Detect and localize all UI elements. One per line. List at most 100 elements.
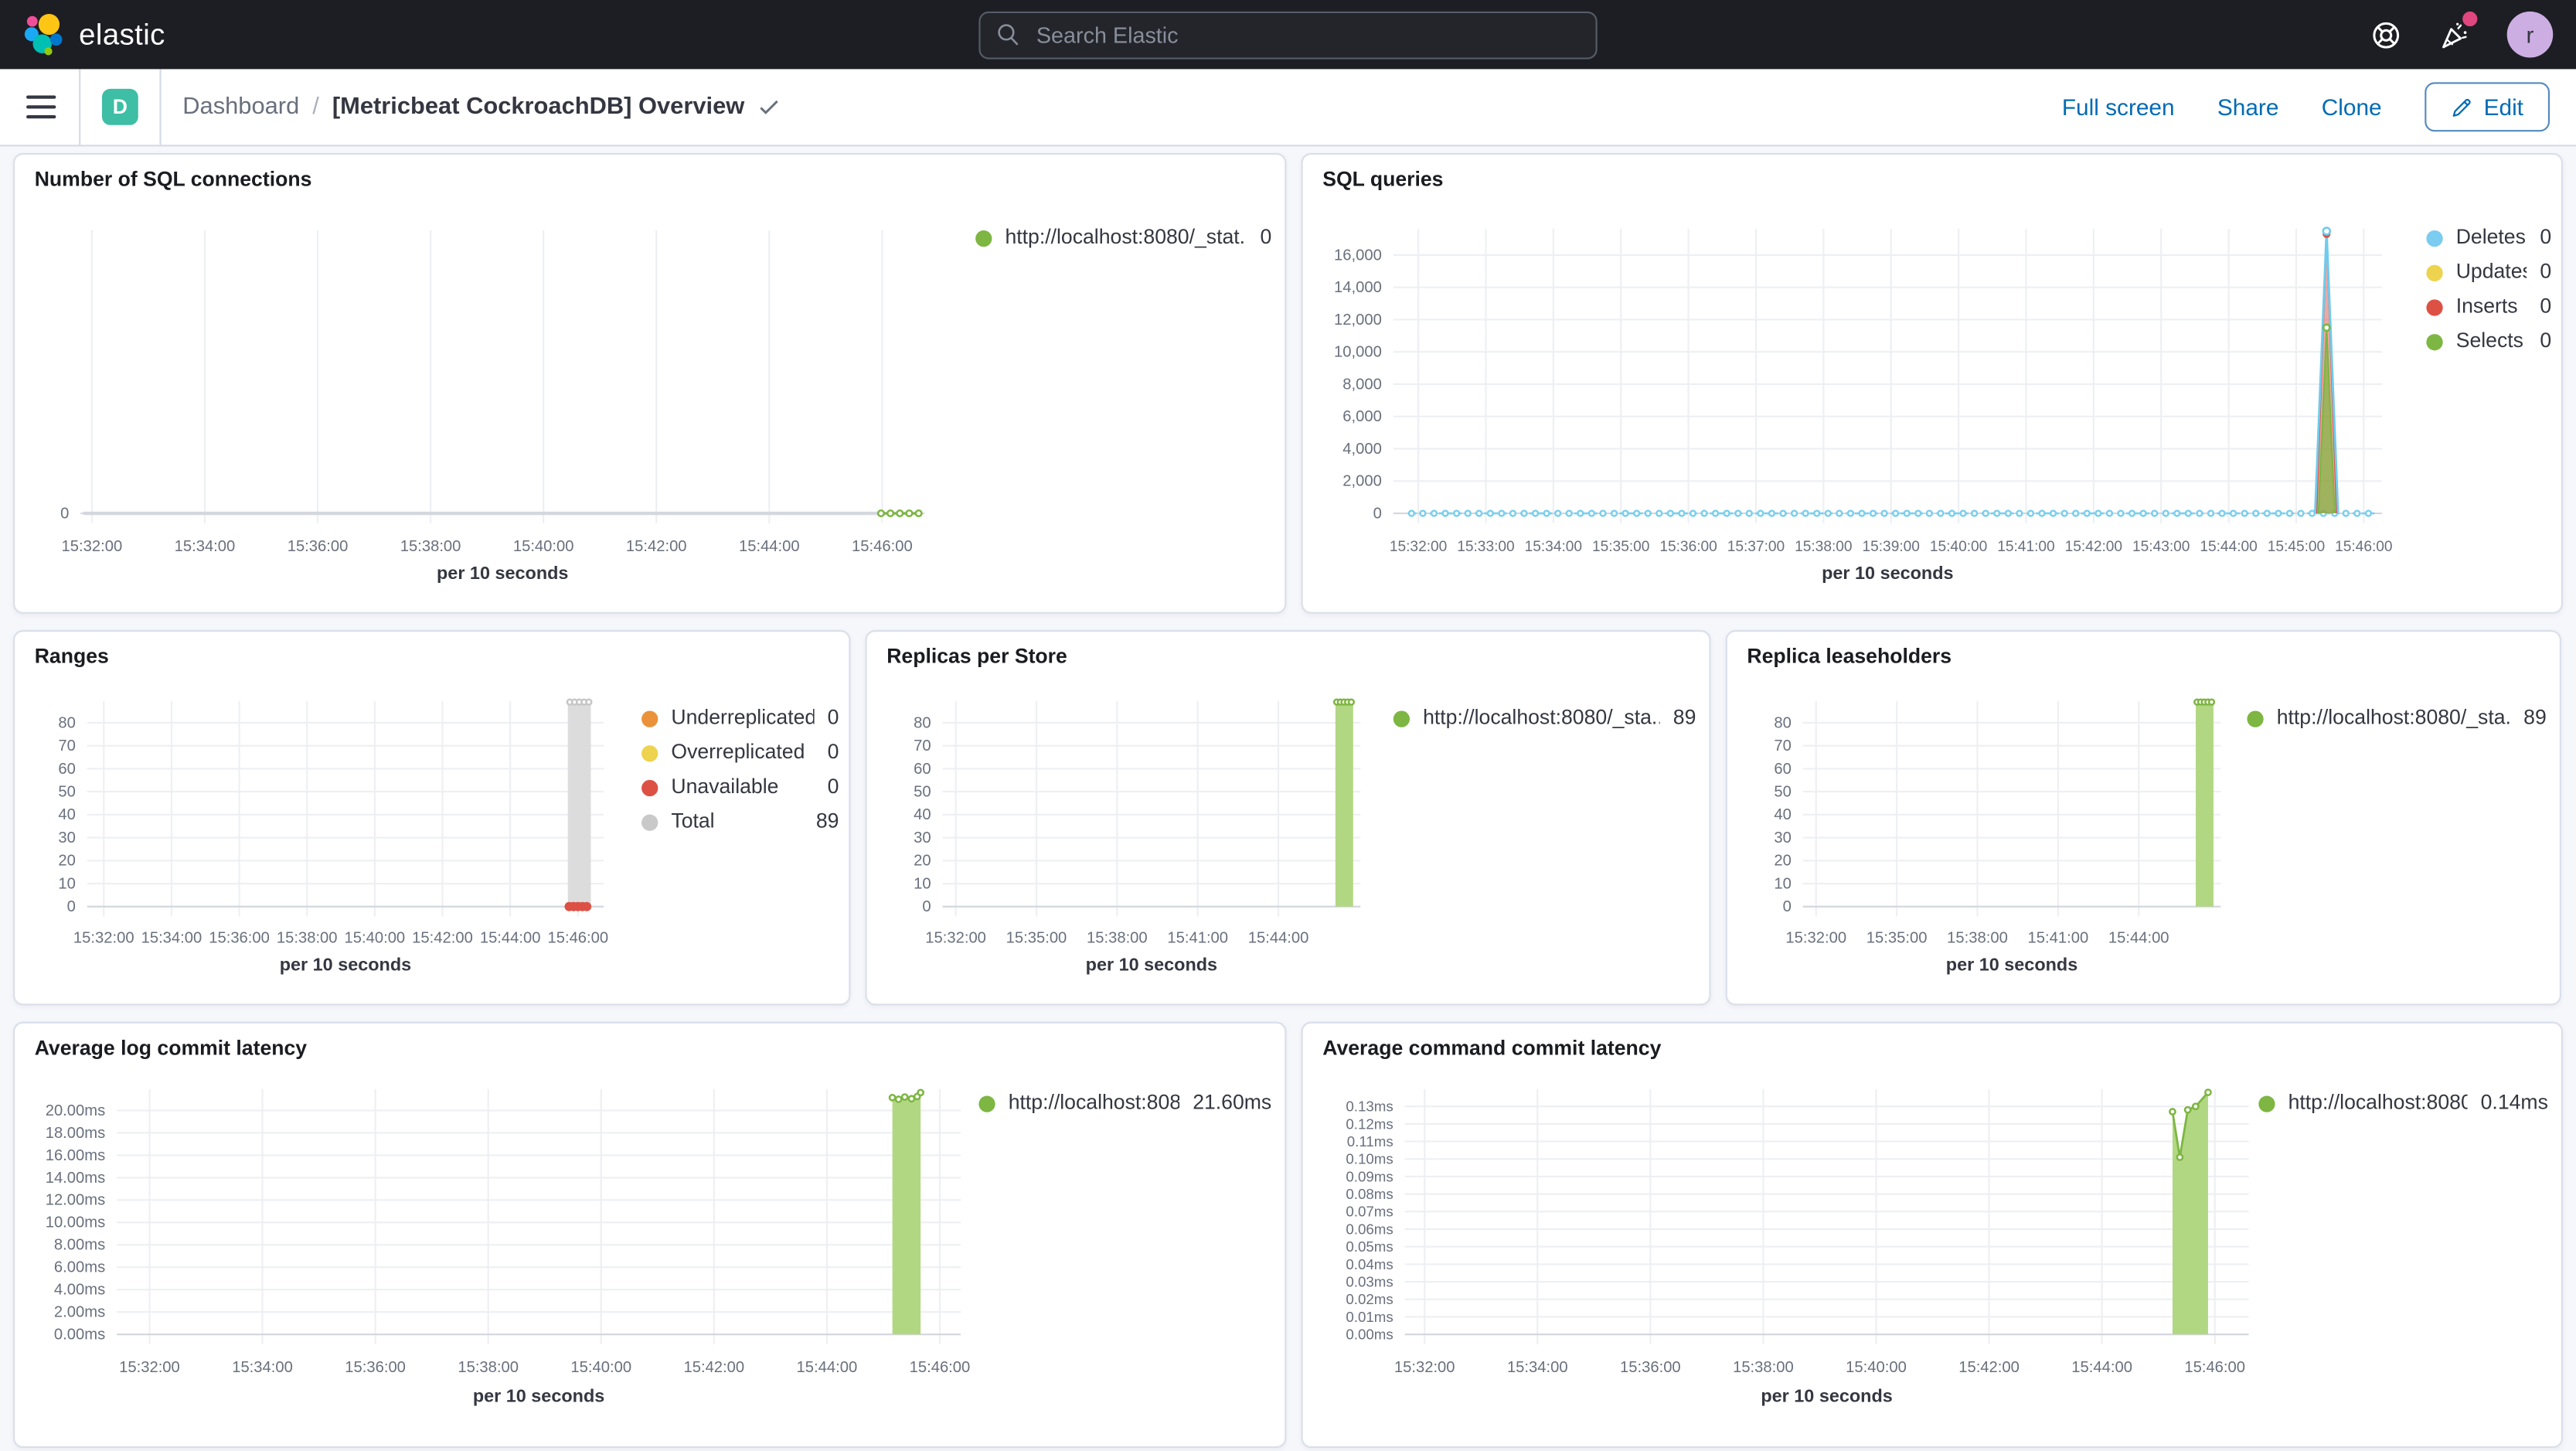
breadcrumb-separator: / — [312, 94, 319, 121]
legend-item[interactable]: Selects 0 — [2426, 330, 2551, 353]
breadcrumb-dashboard[interactable]: Dashboard — [182, 94, 300, 121]
avatar[interactable]: r — [2506, 11, 2554, 58]
svg-text:80: 80 — [1774, 714, 1791, 731]
svg-text:15:40:00: 15:40:00 — [1930, 539, 1988, 555]
svg-text:6,000: 6,000 — [1342, 408, 1382, 425]
legend-item[interactable]: http://localhost:8080/_sta... 89 — [2247, 706, 2547, 729]
elastic-logo[interactable]: elastic — [23, 13, 270, 56]
svg-text:80: 80 — [914, 714, 931, 731]
panel-title: Number of SQL connections — [34, 168, 312, 191]
legend-value: 89 — [815, 809, 839, 833]
chart-replica-leaseholders[interactable]: 15:32:00 15:35:00 15:38:00 15:41:00 15:44:00… — [1727, 632, 2561, 1005]
svg-text:12,000: 12,000 — [1334, 312, 1382, 329]
search-input[interactable] — [1033, 20, 1580, 49]
svg-text:14.00ms: 14.00ms — [46, 1170, 105, 1187]
dashboard-toolbar: D Dashboard / [Metricbeat CockroachDB] O… — [0, 69, 2576, 147]
notification-dot — [2462, 11, 2478, 27]
legend-swatch — [641, 744, 658, 761]
legend-value: 0 — [1260, 225, 1272, 249]
panel-title: Average command commit latency — [1322, 1036, 1662, 1060]
svg-text:15:34:00: 15:34:00 — [1525, 539, 1583, 555]
svg-text:0.10ms: 0.10ms — [1346, 1151, 1393, 1167]
panel-number-of-sql-connections: Number of SQL connections 15:32:00 15:34:… — [13, 152, 1287, 614]
svg-text:16,000: 16,000 — [1334, 247, 1382, 264]
share-button[interactable]: Share — [2217, 94, 2279, 121]
legend-item[interactable]: Deletes 0 — [2426, 227, 2551, 249]
svg-text:0.08ms: 0.08ms — [1346, 1186, 1393, 1202]
svg-text:15:46:00: 15:46:00 — [547, 930, 608, 947]
legend-item[interactable]: http://localhost:8080... 0.14ms — [2258, 1092, 2548, 1114]
svg-text:50: 50 — [914, 784, 931, 801]
svg-text:40: 40 — [914, 806, 931, 823]
legend-label: Total — [671, 811, 715, 833]
toolbar-actions: Full screen Share Clone Edit — [2061, 82, 2550, 132]
legend-value: 89 — [2523, 706, 2547, 729]
svg-text:15:44:00: 15:44:00 — [739, 538, 800, 555]
edit-button-label: Edit — [2483, 94, 2523, 121]
svg-text:15:38:00: 15:38:00 — [400, 538, 461, 555]
legend-swatch — [2426, 333, 2443, 350]
svg-text:0: 0 — [60, 505, 69, 522]
legend-label: Unavailable — [671, 776, 779, 799]
chart-average-log-commit-latency[interactable]: 15:32:00 15:34:00 15:36:00 15:38:00 15:40:00… — [15, 1024, 1286, 1448]
panel-title: Ranges — [34, 645, 109, 669]
news-icon[interactable] — [2438, 11, 2478, 51]
help-icon[interactable] — [2369, 18, 2402, 51]
page-title-text: [Metricbeat CockroachDB] Overview — [332, 94, 745, 121]
svg-text:18.00ms: 18.00ms — [46, 1125, 105, 1142]
svg-text:15:38:00: 15:38:00 — [458, 1359, 519, 1376]
edit-button[interactable]: Edit — [2424, 82, 2550, 132]
svg-text:70: 70 — [1774, 737, 1791, 754]
legend-swatch — [2426, 298, 2443, 315]
svg-text:per 10 seconds: per 10 seconds — [437, 563, 568, 583]
space-badge[interactable]: D — [101, 88, 138, 125]
full-screen-button[interactable]: Full screen — [2061, 94, 2175, 121]
svg-text:15:36:00: 15:36:00 — [209, 930, 270, 947]
svg-text:15:37:00: 15:37:00 — [1727, 539, 1785, 555]
legend-item[interactable]: Updates 0 — [2426, 261, 2551, 283]
legend-item[interactable]: Overreplicated 0 — [641, 741, 839, 764]
svg-text:15:41:00: 15:41:00 — [2028, 930, 2089, 947]
svg-text:0: 0 — [1783, 898, 1792, 915]
chart-legend: Underreplicated 0 Overreplicated 0 Unavailab… — [641, 707, 839, 846]
clone-button[interactable]: Clone — [2321, 94, 2382, 121]
divider — [79, 69, 81, 145]
svg-text:15:44:00: 15:44:00 — [2108, 930, 2169, 947]
global-search[interactable] — [978, 10, 1598, 59]
chart-ranges[interactable]: 15:32:00 15:34:00 15:36:00 15:38:00 15:40:00… — [15, 632, 850, 1005]
svg-text:15:35:00: 15:35:00 — [1866, 930, 1928, 947]
legend-item[interactable]: http://localhost:8080/_stat... 0 — [975, 227, 1271, 249]
svg-text:per 10 seconds: per 10 seconds — [1822, 563, 1953, 583]
legend-item[interactable]: Inserts 0 — [2426, 295, 2551, 318]
svg-text:0.01ms: 0.01ms — [1346, 1309, 1393, 1325]
top-nav: elastic — [0, 0, 2576, 70]
legend-item[interactable]: http://localhost:808... 21.60ms — [978, 1092, 1271, 1114]
panel-replica-leaseholders: Replica leaseholders 15:32:00 15:35:00 15:… — [1725, 630, 2561, 1006]
svg-text:15:32:00: 15:32:00 — [62, 538, 123, 555]
svg-text:15:44:00: 15:44:00 — [2200, 539, 2258, 555]
chart-sql-queries[interactable]: 15:32:00 15:33:00 15:34:00 15:35:00 15:36:00… — [1303, 155, 2563, 614]
svg-text:15:39:00: 15:39:00 — [1862, 539, 1920, 555]
svg-text:8,000: 8,000 — [1342, 376, 1382, 393]
legend-swatch — [641, 778, 658, 796]
svg-text:15:34:00: 15:34:00 — [141, 930, 202, 947]
chart-replicas-per-store[interactable]: 15:32:00 15:35:00 15:38:00 15:41:00 15:44:00… — [867, 632, 1711, 1005]
legend-value: 21.60ms — [1193, 1091, 1272, 1114]
svg-text:15:40:00: 15:40:00 — [513, 538, 574, 555]
svg-text:60: 60 — [58, 761, 75, 778]
panel-title: Replica leaseholders — [1747, 645, 1952, 669]
chart-average-command-commit-latency[interactable]: 15:32:00 15:34:00 15:36:00 15:38:00 15:40:00… — [1303, 1024, 2563, 1448]
menu-icon[interactable] — [26, 95, 56, 119]
svg-text:15:45:00: 15:45:00 — [2268, 539, 2326, 555]
legend-value: 0 — [827, 706, 839, 729]
legend-item[interactable]: Total 89 — [641, 809, 839, 833]
page-title[interactable]: [Metricbeat CockroachDB] Overview — [332, 94, 779, 120]
chart-number-of-sql-connections[interactable]: 15:32:00 15:34:00 15:36:00 15:38:00 15:40:00… — [15, 155, 1286, 614]
svg-text:0.04ms: 0.04ms — [1346, 1256, 1393, 1272]
svg-text:15:34:00: 15:34:00 — [1507, 1359, 1568, 1376]
svg-text:0.02ms: 0.02ms — [1346, 1291, 1393, 1307]
panel-ranges: Ranges 15:32:00 15:34:00 15:36:00 15:38:00 1… — [13, 630, 851, 1006]
legend-item[interactable]: Unavailable 0 — [641, 776, 839, 799]
legend-item[interactable]: Underreplicated 0 — [641, 707, 839, 729]
legend-item[interactable]: http://localhost:8080/_sta... 89 — [1393, 707, 1696, 729]
